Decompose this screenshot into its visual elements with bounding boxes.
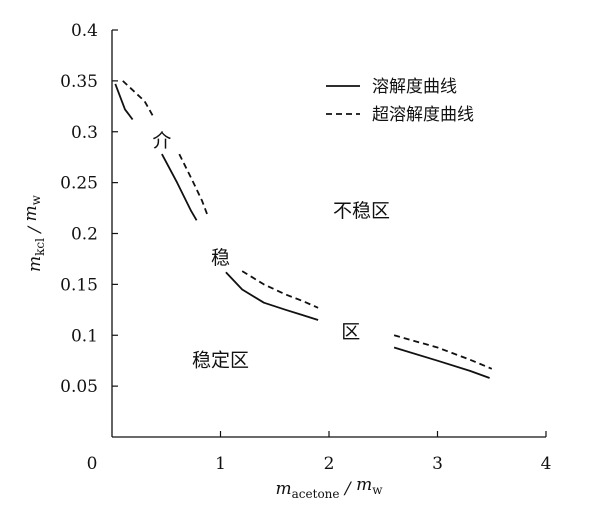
series-2 bbox=[122, 80, 493, 370]
x-tick-label: 0 bbox=[87, 454, 98, 474]
y-tick-label: 0.05 bbox=[60, 377, 98, 397]
solubility-curve-segment bbox=[161, 153, 198, 221]
x-axis-label: macetone / mw bbox=[276, 475, 384, 501]
y-tick-label: 0.1 bbox=[71, 326, 98, 346]
supersolubility-curve-segment bbox=[393, 334, 493, 370]
solubility-curve-segment bbox=[225, 271, 319, 321]
y-tick-label: 0.3 bbox=[71, 123, 98, 143]
y-tick-label: 0.25 bbox=[60, 174, 98, 194]
region-label: 稳定区 bbox=[192, 350, 249, 372]
axes bbox=[111, 30, 546, 438]
y-tick-label: 0.15 bbox=[60, 275, 98, 295]
x-tick-label: 2 bbox=[324, 454, 335, 474]
region-label: 区 bbox=[341, 321, 360, 343]
x-tick-label: 1 bbox=[215, 454, 226, 474]
series-1 bbox=[114, 83, 490, 379]
y-axis-label: mkcl / mw bbox=[21, 194, 47, 272]
y-tick-label: 0.35 bbox=[60, 72, 98, 92]
supersolubility-curve-segment bbox=[122, 80, 154, 117]
legend-label: 超溶解度曲线 bbox=[372, 105, 474, 125]
x-tick-label: 3 bbox=[432, 454, 443, 474]
y-tick-label: 0.2 bbox=[71, 225, 98, 245]
x-tick-label: 4 bbox=[541, 454, 552, 474]
region-label: 不稳区 bbox=[333, 200, 390, 222]
ticks: 0.05 0.1 0.15 0.2 0.25 0.3 0.35 0.4 0 1 2 3 4 bbox=[60, 21, 551, 474]
legend-label: 溶解度曲线 bbox=[372, 77, 457, 97]
supersolubility-curve-segment bbox=[241, 270, 319, 309]
y-tick-label: 0.4 bbox=[71, 21, 98, 41]
supersolubility-curve-segment bbox=[178, 153, 209, 216]
solubility-curve-segment bbox=[114, 83, 134, 121]
axis-labels: macetone / mw mkcl / mw bbox=[21, 194, 383, 501]
solubility-curve-segment bbox=[393, 346, 490, 379]
region-label: 介 bbox=[152, 130, 171, 152]
region-label: 稳 bbox=[211, 247, 230, 269]
series-lines bbox=[114, 80, 493, 379]
